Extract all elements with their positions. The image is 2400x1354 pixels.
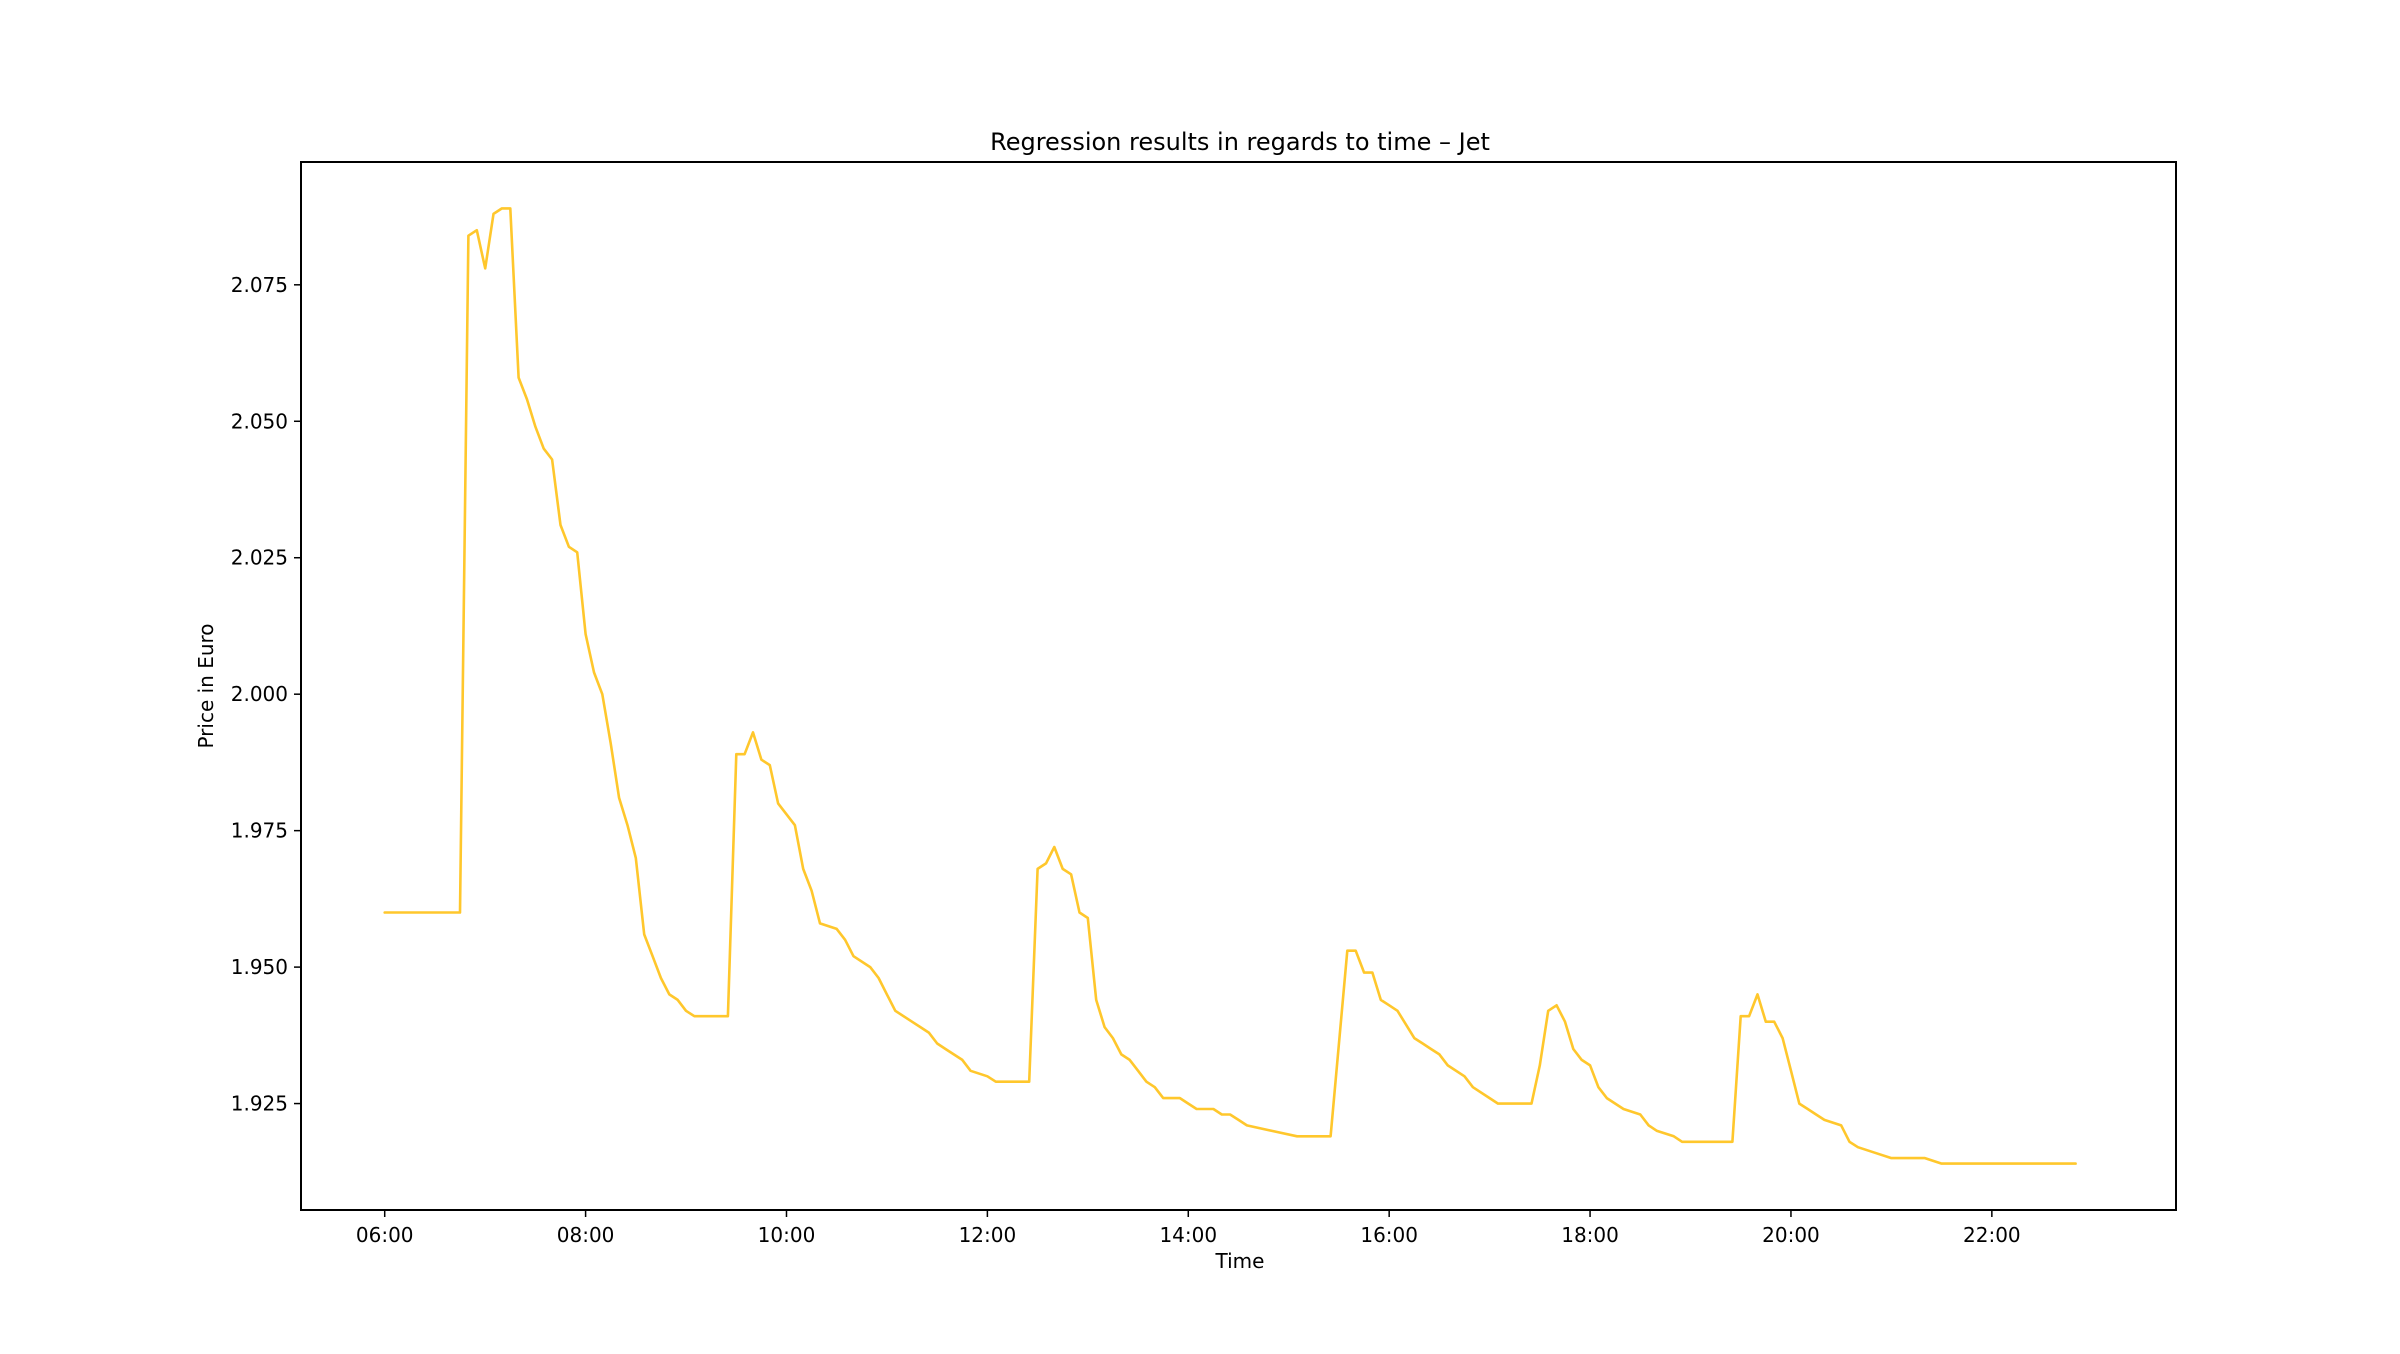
- chart-title: Regression results in regards to time – …: [990, 128, 1490, 156]
- y-tick-label: 1.975: [231, 819, 288, 843]
- x-tick-label: 22:00: [1963, 1223, 2021, 1247]
- x-axis-label: Time: [1215, 1249, 1265, 1273]
- y-tick-label: 2.075: [231, 273, 288, 297]
- plot-frame: [300, 161, 2177, 1211]
- y-tick-label: 1.925: [231, 1092, 288, 1116]
- chart-marks: 06:00 08:00 10:00 12:00 14:00 16:00 18:00 20:00…: [231, 207, 2077, 1247]
- x-tick-label: 18:00: [1561, 1223, 1619, 1247]
- x-tick-label: 14:00: [1159, 1223, 1217, 1247]
- x-tick-label: 06:00: [356, 1223, 414, 1247]
- y-tick-label: 1.950: [231, 955, 288, 979]
- y-tick-label: 2.025: [231, 546, 288, 570]
- y-tick-label: 2.000: [231, 682, 288, 706]
- x-tick-label: 12:00: [959, 1223, 1017, 1247]
- series-line: [383, 207, 2077, 1165]
- x-tick-label: 20:00: [1762, 1223, 1820, 1247]
- x-tick-label: 16:00: [1360, 1223, 1418, 1247]
- x-tick-label: 08:00: [557, 1223, 615, 1247]
- y-tick-label: 2.050: [231, 409, 288, 433]
- y-axis-label: Price in Euro: [194, 623, 218, 748]
- x-tick-label: 10:00: [758, 1223, 816, 1247]
